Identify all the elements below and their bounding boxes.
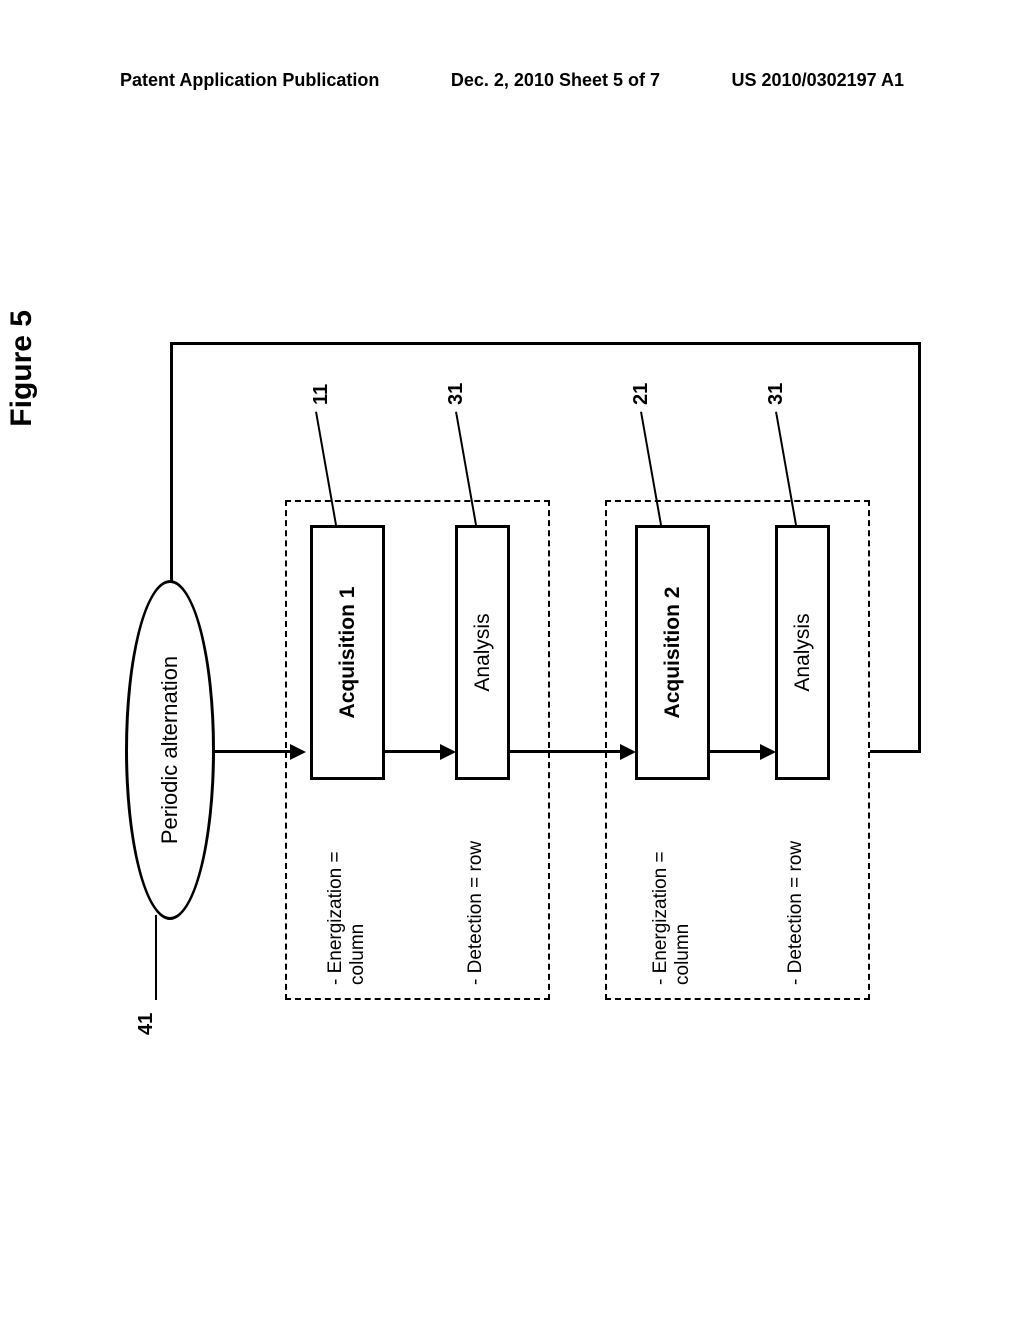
- ref-31-b: 31: [765, 383, 788, 405]
- arrow-2: [385, 750, 445, 753]
- acquisition-2-box: Acquisition 2: [635, 525, 710, 780]
- energization-label-1: - Energization = column: [325, 785, 369, 985]
- figure-label: Figure 5: [5, 310, 39, 427]
- periodic-alternation-ellipse: Periodic alternation: [125, 580, 215, 920]
- ref-31-a: 31: [445, 383, 468, 405]
- ellipse-node: Periodic alternation: [125, 580, 215, 920]
- analysis-2-box: Analysis: [775, 525, 830, 780]
- acquisition-2-text: Acquisition 2: [661, 587, 685, 719]
- header-left: Patent Application Publication: [120, 70, 379, 91]
- page-header: Patent Application Publication Dec. 2, 2…: [0, 70, 1024, 91]
- header-right: US 2010/0302197 A1: [732, 70, 904, 91]
- acquisition-1-text: Acquisition 1: [336, 587, 360, 719]
- loop-seg-1: [870, 750, 920, 753]
- arrow-1: [215, 750, 295, 753]
- analysis-1-box: Analysis: [455, 525, 510, 780]
- header-center: Dec. 2, 2010 Sheet 5 of 7: [451, 70, 660, 91]
- arrowhead-2: [440, 744, 456, 760]
- energization-label-2: - Energization = column: [650, 785, 694, 985]
- detection-label-1: - Detection = row: [465, 785, 487, 985]
- loop-seg-2: [918, 343, 921, 753]
- acquisition-1-box: Acquisition 1: [310, 525, 385, 780]
- analysis-2-text: Analysis: [791, 613, 815, 691]
- detection-label-2: - Detection = row: [785, 785, 807, 985]
- ellipse-text: Periodic alternation: [157, 656, 183, 844]
- ref-41: 41: [135, 1013, 158, 1035]
- loop-seg-4: [170, 342, 173, 582]
- ref-11: 11: [310, 384, 333, 405]
- arrowhead-4: [760, 744, 776, 760]
- analysis-1-text: Analysis: [471, 613, 495, 691]
- arrow-4: [710, 750, 765, 753]
- ref-21: 21: [630, 383, 653, 405]
- flowchart-diagram: Figure 5 41 Periodic alternation - Energ…: [35, 270, 995, 1050]
- leader-41: [155, 915, 157, 1000]
- loop-seg-3: [170, 342, 921, 345]
